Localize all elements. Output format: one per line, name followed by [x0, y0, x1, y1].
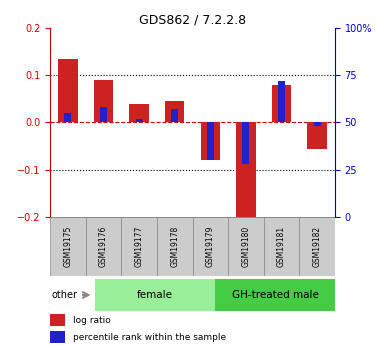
- Bar: [136, 119, 142, 122]
- Bar: [272, 86, 291, 122]
- Text: GH-treated male: GH-treated male: [231, 290, 318, 300]
- Bar: [278, 81, 285, 122]
- Bar: [129, 105, 149, 122]
- Bar: [215, 279, 335, 311]
- Text: percentile rank within the sample: percentile rank within the sample: [73, 333, 226, 342]
- Bar: [165, 101, 184, 122]
- Bar: [236, 122, 256, 220]
- Bar: [192, 217, 228, 276]
- Text: GSM19179: GSM19179: [206, 226, 215, 267]
- Bar: [50, 314, 65, 326]
- Text: GSM19175: GSM19175: [64, 226, 72, 267]
- Bar: [58, 59, 78, 122]
- Bar: [243, 122, 249, 164]
- Bar: [95, 279, 215, 311]
- Text: GSM19177: GSM19177: [135, 226, 144, 267]
- Text: GSM19180: GSM19180: [241, 226, 250, 267]
- Title: GDS862 / 7.2.2.8: GDS862 / 7.2.2.8: [139, 13, 246, 27]
- Bar: [100, 107, 107, 122]
- Text: other: other: [52, 290, 77, 300]
- Bar: [121, 217, 157, 276]
- Bar: [94, 80, 113, 122]
- Bar: [307, 122, 327, 149]
- Text: GSM19176: GSM19176: [99, 226, 108, 267]
- Text: GSM19182: GSM19182: [313, 226, 321, 267]
- Bar: [313, 122, 321, 126]
- Bar: [207, 122, 214, 160]
- Bar: [50, 217, 85, 276]
- Bar: [264, 217, 300, 276]
- Bar: [300, 217, 335, 276]
- Bar: [201, 122, 220, 160]
- Bar: [228, 217, 264, 276]
- Text: log ratio: log ratio: [73, 316, 111, 325]
- Bar: [157, 217, 192, 276]
- Bar: [64, 113, 72, 122]
- Bar: [85, 217, 121, 276]
- Bar: [50, 331, 65, 343]
- Text: GSM19181: GSM19181: [277, 226, 286, 267]
- Text: GSM19178: GSM19178: [170, 226, 179, 267]
- Text: female: female: [137, 290, 173, 300]
- Bar: [171, 109, 178, 122]
